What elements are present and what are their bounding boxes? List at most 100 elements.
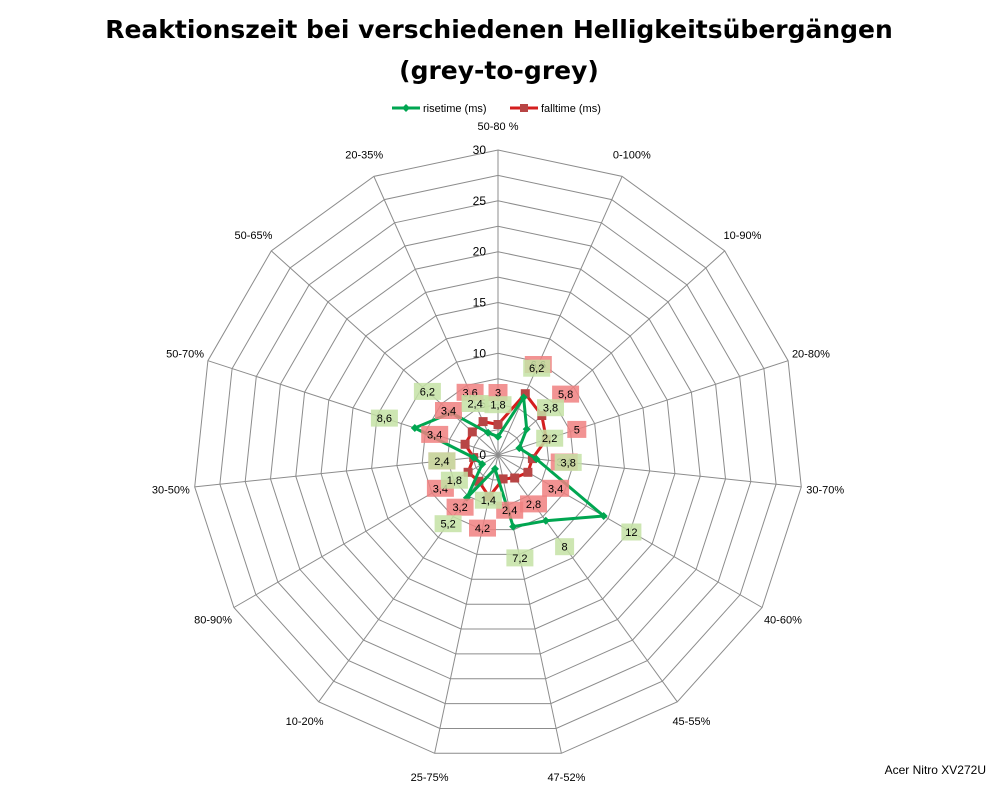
risetime-label-box [537,399,564,417]
risetime-point [410,424,419,432]
falltime-label-box [435,402,462,419]
chart-subtitle: (grey-to-grey) [399,56,599,85]
grid-spoke [497,250,726,456]
risetime-label-box [523,359,551,377]
category-label: 40-60% [764,615,802,627]
grid-ring [320,276,676,630]
falltime-point [467,427,477,437]
radial-tick-label: 20 [473,245,487,259]
grid-spoke [497,454,678,703]
falltime-point [463,467,473,477]
risetime-data-label: 8 [562,542,568,554]
falltime-data-label: 5,8 [558,389,573,401]
falltime-data-label: 2,4 [502,505,517,517]
category-label: 30-70% [806,484,844,496]
falltime-label-box [552,385,580,403]
falltime-point [498,474,508,484]
risetime-point [469,453,478,462]
legend: risetime (ms) falltime (ms) [392,103,601,115]
legend-falltime-marker [520,104,528,112]
category-label: 80-90% [194,615,232,627]
risetime-data-label: 6,2 [529,363,544,375]
risetime-point [484,428,493,437]
radial-tick-label: 30 [473,143,487,157]
falltime-point [523,467,533,477]
grid-ring [194,149,802,754]
falltime-data-label: 3,4 [427,429,442,441]
risetime-point [522,425,531,434]
falltime-label-box [542,479,570,497]
grid-ring [269,225,727,680]
falltime-label-box [567,420,587,438]
risetime-point [532,455,541,463]
risetime-data-label: 6,2 [420,386,435,398]
falltime-label-box [421,425,449,443]
falltime-point [493,420,503,429]
risetime-point [519,393,528,402]
falltime-label-box [520,495,547,513]
risetime-data-label: 1,8 [490,400,505,412]
category-label: 47-52% [547,772,585,784]
risetime-label-box [428,452,456,470]
monitor-credit: Acer Nitro XV272U [885,763,986,777]
falltime-point [460,439,470,449]
risetime-data-label: 8,6 [377,413,392,425]
category-label: 45-55% [672,716,710,728]
falltime-label-box [469,519,496,537]
risetime-label-box [554,453,582,471]
risetime-point [515,444,524,453]
risetime-data-label: 7,2 [512,553,527,565]
grid-spoke [207,360,499,456]
risetime-label-box [484,396,512,414]
falltime-data-label: 3,4 [548,483,563,495]
falltime-label-box [496,501,524,519]
falltime-point [520,389,530,399]
radial-tick-label: 10 [473,346,487,360]
category-label: 50-65% [235,230,273,242]
grid-ring [396,352,600,555]
risetime-point [599,512,608,520]
legend-risetime-label: risetime (ms) [423,103,487,115]
risetime-label-box [536,429,564,447]
falltime-point [478,417,488,427]
category-label: 20-80% [792,348,830,360]
grid-spoke [497,176,623,456]
risetime-data-label: 2,4 [467,399,482,411]
falltime-data-label: 3 [495,388,501,400]
risetime-label-box [555,538,575,556]
chart-title: Reaktionszeit bei verschiedenen Helligke… [105,15,893,44]
risetime-label-box [370,409,398,427]
category-label: 50-80 % [478,121,519,133]
risetime-label-box [621,523,642,541]
risetime-point [509,522,518,531]
falltime-data-label: 5 [574,424,580,436]
falltime-data-label: 3,2 [452,502,467,514]
risetime-label-box [440,471,468,489]
grid-spoke [497,454,802,488]
risetime-label-box [461,395,489,412]
risetime-data-label: 1,8 [447,475,462,487]
falltime-label-box [446,498,474,516]
risetime-point [478,460,487,469]
grid-ring [219,174,777,729]
risetime-data-label: 12 [625,527,637,539]
radial-tick-label: 0 [479,448,486,462]
category-label: 25-75% [411,772,449,784]
falltime-point [474,476,484,486]
risetime-label-box [413,382,441,400]
falltime-point [510,473,520,483]
falltime-data-label: 4,2 [475,523,490,535]
grid-ring [371,327,625,580]
legend-risetime-marker [402,104,410,112]
grid-ring [345,301,651,605]
category-label: 10-20% [286,716,324,728]
risetime-data-label: 3,8 [543,403,558,415]
risetime-data-label: 2,4 [434,456,449,468]
category-label: 20-35% [345,149,383,161]
risetime-point [491,464,499,473]
category-label: 50-70% [166,348,204,360]
risetime-point [494,432,502,441]
risetime-label-box [434,515,462,533]
falltime-data-label: 3,4 [441,406,456,418]
grid-ring [421,378,575,531]
